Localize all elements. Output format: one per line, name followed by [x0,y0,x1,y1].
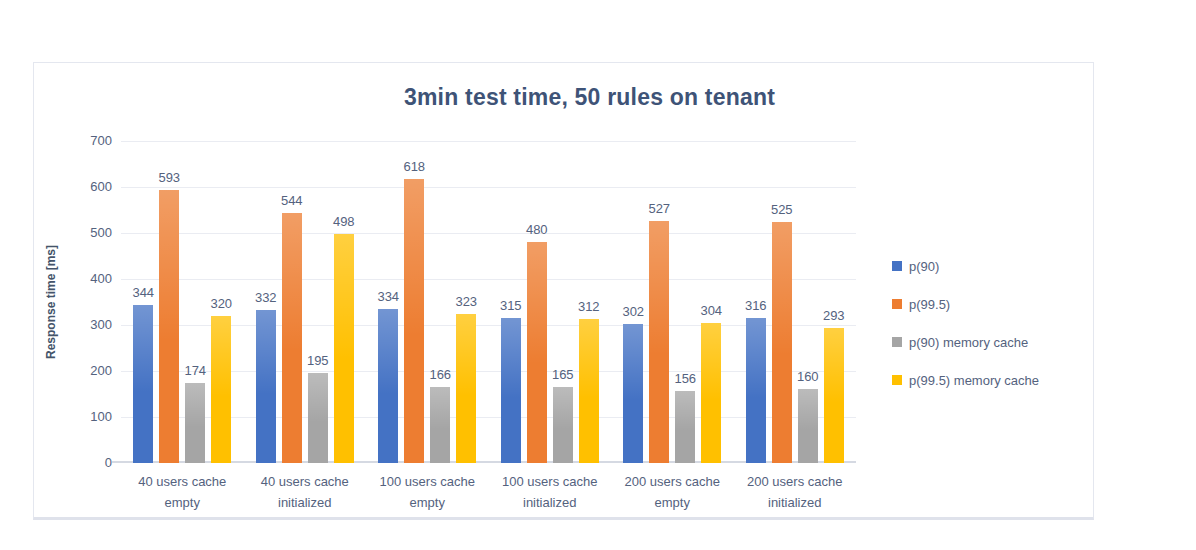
bar-value-label: 332 [255,290,277,305]
bar-value-label: 593 [158,170,180,185]
x-axis-label-1: 40 users cache initialized [244,471,367,514]
bar-value-label: 618 [403,159,425,174]
bar-value-label: 527 [648,201,670,216]
bar-p-90-group-5: 316 [746,318,766,463]
bar-value-label: 166 [429,367,451,382]
bar-value-label: 544 [281,193,303,208]
bar-value-label: 195 [307,353,329,368]
bar-p-99.5-group-5: 525 [772,222,792,464]
bar-value-label: 160 [797,369,819,384]
bar-p-90-group-2: 334 [378,309,398,463]
bar-p-90-memory-cache-group-0: 174 [185,383,205,463]
bar-p-99.5-memory-cache-group-0: 320 [211,316,231,463]
bar-value-label: 480 [526,222,548,237]
chart-canvas: 3min test time, 50 rules on tenant Respo… [0,0,1196,550]
legend-label: p(90) [909,259,939,274]
bar-p-99.5-group-2: 618 [404,179,424,463]
bar-value-label: 304 [700,303,722,318]
x-axis-labels: 40 users cache empty40 users cache initi… [121,471,856,514]
bar-p-99.5-group-3: 480 [527,242,547,463]
bar-value-label: 312 [578,299,600,314]
y-axis-tick-300: 300 [62,316,112,334]
legend-label: p(99.5) memory cache [909,373,1039,388]
plot-area: 344 593 174 320 332 544 195 498 334 618 166 323 315 4… [121,141,856,463]
legend-swatch-icon [892,375,902,385]
bar-value-label: 293 [823,308,845,323]
bar-p-90-group-0: 344 [133,305,153,463]
chart-container: 3min test time, 50 rules on tenant Respo… [33,62,1094,520]
bar-p-90-group-4: 302 [623,324,643,463]
bar-value-label: 156 [674,371,696,386]
bar-group-2: 334 618 166 323 [366,141,489,463]
bar-p-90-memory-cache-group-3: 165 [553,387,573,463]
chart-title: 3min test time, 50 rules on tenant [34,84,1093,111]
bar-p-99.5-memory-cache-group-2: 323 [456,314,476,463]
bar-value-label: 334 [377,289,399,304]
legend-item-3: p(99.5) memory cache [892,361,1039,399]
y-axis-tick-700: 700 [62,132,112,150]
bar-value-label: 498 [333,214,355,229]
legend-swatch-icon [892,261,902,271]
bar-p-99.5-group-0: 593 [159,190,179,463]
y-axis-tick-600: 600 [62,178,112,196]
y-axis-tick-0: 0 [62,454,112,472]
bar-p-90-memory-cache-group-5: 160 [798,389,818,463]
bar-p-90-memory-cache-group-1: 195 [308,373,328,463]
x-axis-label-3: 100 users cache initialized [489,471,612,514]
bar-group-1: 332 544 195 498 [244,141,367,463]
legend-label: p(99.5) [909,297,950,312]
y-axis-title: Response time [ms] [44,227,60,377]
x-axis-label-4: 200 users cache empty [611,471,734,514]
bar-group-0: 344 593 174 320 [121,141,244,463]
x-axis-label-5: 200 users cache initialized [734,471,857,514]
bar-p-90-memory-cache-group-4: 156 [675,391,695,463]
bar-p-99.5-memory-cache-group-1: 498 [334,234,354,463]
bar-group-5: 316 525 160 293 [734,141,857,463]
bar-value-label: 174 [184,363,206,378]
y-axis-tick-400: 400 [62,270,112,288]
x-axis-label-2: 100 users cache empty [366,471,489,514]
bar-p-99.5-memory-cache-group-5: 293 [824,328,844,463]
y-axis-tick-200: 200 [62,362,112,380]
bar-p-99.5-memory-cache-group-4: 304 [701,323,721,463]
bar-group-3: 315 480 165 312 [489,141,612,463]
bar-value-label: 165 [552,367,574,382]
bar-p-90-memory-cache-group-2: 166 [430,387,450,463]
bar-value-label: 316 [745,298,767,313]
x-axis-label-0: 40 users cache empty [121,471,244,514]
legend-label: p(90) memory cache [909,335,1028,350]
legend-item-2: p(90) memory cache [892,323,1039,361]
y-axis-tick-100: 100 [62,408,112,426]
bar-value-label: 302 [622,304,644,319]
bar-p-90-group-1: 332 [256,310,276,463]
legend-item-0: p(90) [892,247,1039,285]
bar-p-99.5-group-4: 527 [649,221,669,463]
bar-group-4: 302 527 156 304 [611,141,734,463]
legend-swatch-icon [892,337,902,347]
bar-p-99.5-group-1: 544 [282,213,302,463]
bar-value-label: 525 [771,202,793,217]
legend-swatch-icon [892,299,902,309]
bar-p-99.5-memory-cache-group-3: 312 [579,319,599,463]
bar-p-90-group-3: 315 [501,318,521,463]
y-axis-tick-500: 500 [62,224,112,242]
bar-value-label: 320 [210,296,232,311]
y-axis-ticks: 7006005004003002001000 [62,141,112,463]
legend: p(90) p(99.5) p(90) memory cache p(99.5) me… [892,247,1039,399]
legend-item-1: p(99.5) [892,285,1039,323]
bar-value-label: 344 [132,285,154,300]
bar-value-label: 323 [455,294,477,309]
bar-value-label: 315 [500,298,522,313]
